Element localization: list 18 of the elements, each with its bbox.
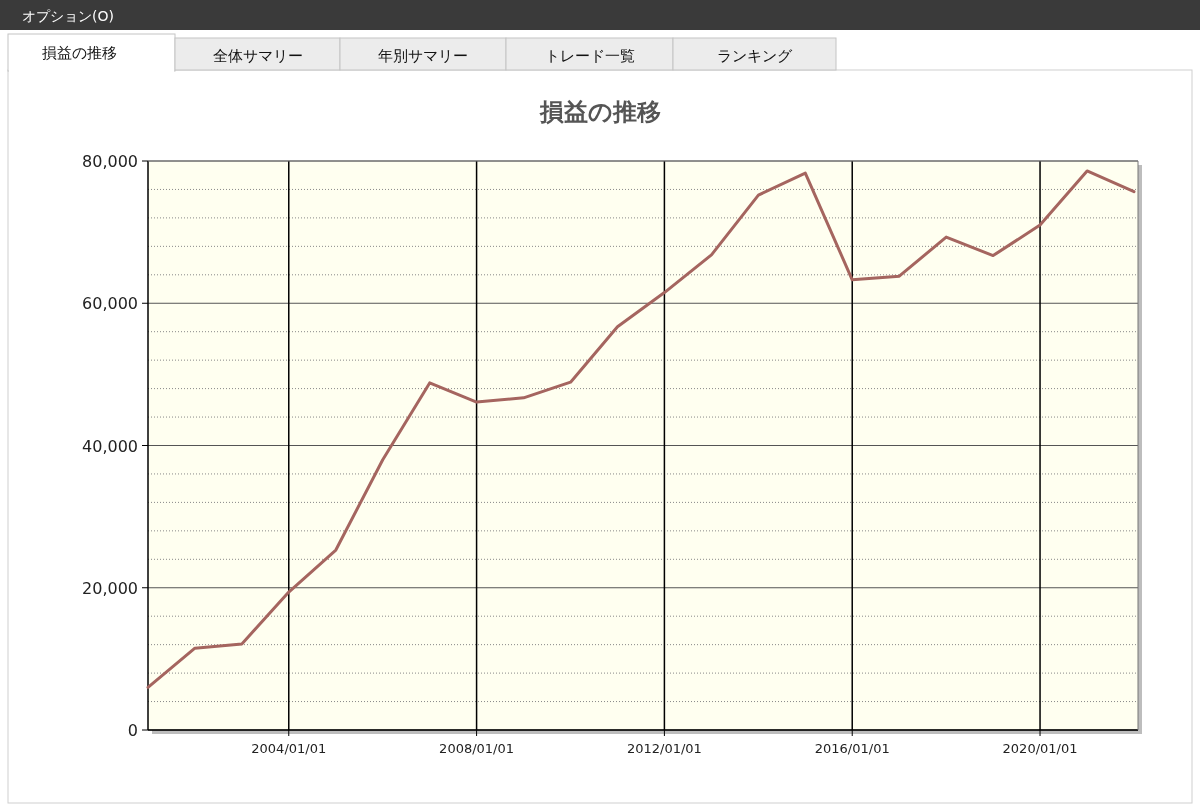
x-tick-label: 2012/01/01: [626, 741, 702, 756]
text: 損益の推移: [42, 44, 117, 62]
text: 年別サマリー: [378, 47, 468, 65]
line-series: [146, 169, 1136, 689]
x-tick-label: 2004/01/01: [251, 741, 327, 756]
x-tick-label: 2008/01/01: [439, 741, 515, 756]
y-tick-label: 0: [127, 721, 138, 740]
y-tick-label: 20,000: [82, 578, 138, 598]
x-tick-label: 2020/01/01: [1002, 741, 1078, 756]
text: 全体サマリー: [212, 47, 303, 65]
title: 損益の推移: [539, 98, 661, 126]
menu: オプション(O): [22, 8, 114, 24]
y-tick-label: 80,000: [82, 152, 138, 171]
x-tick-label: 2016/01/01: [814, 741, 890, 756]
y-tick-label: 60,000: [82, 294, 138, 314]
text: トレード一覧: [544, 47, 635, 65]
y-tick-label: 40,000: [82, 436, 138, 456]
text: ランキング: [717, 47, 793, 65]
